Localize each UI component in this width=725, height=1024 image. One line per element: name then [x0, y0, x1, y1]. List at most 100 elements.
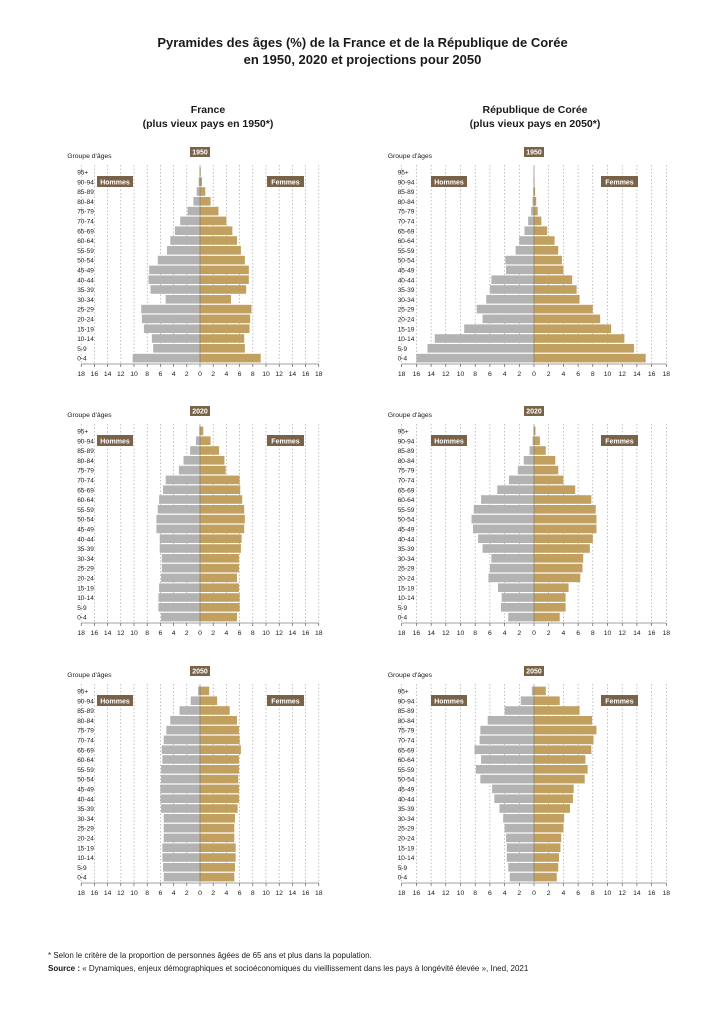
age-group-label: 80-84	[77, 458, 94, 465]
y-axis-title: Groupe d'âges	[67, 672, 112, 679]
age-group-label: 75-79	[77, 468, 94, 475]
x-tick-label: 2	[211, 371, 215, 378]
age-group-label: 90-94	[398, 438, 415, 445]
x-tick-label: 14	[289, 371, 297, 378]
women-bar	[200, 304, 252, 314]
women-bar	[200, 485, 241, 494]
men-bar	[481, 495, 534, 504]
x-tick-label: 6	[238, 890, 242, 897]
age-group-label: 35-39	[398, 287, 415, 294]
women-bar	[200, 475, 240, 485]
women-bar	[534, 534, 593, 543]
age-group-label: 0-4	[77, 615, 87, 622]
x-tick-label: 8	[591, 371, 595, 378]
men-bar	[165, 475, 200, 485]
x-tick-label: 0	[198, 371, 202, 378]
men-bar	[532, 197, 534, 206]
women-bar	[200, 833, 235, 843]
men-bar	[494, 794, 534, 803]
men-bar	[162, 843, 200, 852]
age-group-label: 40-44	[77, 536, 94, 543]
age-group-label: 85-89	[77, 708, 94, 715]
age-group-label: 20-24	[398, 576, 415, 583]
men-bar	[509, 475, 534, 485]
women-bar	[534, 197, 537, 206]
men-bar	[161, 563, 200, 573]
year-badge	[190, 147, 210, 157]
age-group-label: 55-59	[398, 767, 415, 774]
x-tick-label: 4	[503, 371, 507, 378]
women-badge	[601, 435, 638, 446]
age-group-label: 75-79	[77, 209, 94, 216]
age-group-label: 90-94	[77, 438, 94, 445]
age-group-label: 40-44	[77, 796, 94, 803]
age-group-label: 15-19	[398, 845, 415, 852]
men-bar	[505, 255, 534, 265]
age-group-label: 10-14	[77, 336, 94, 343]
x-tick-label: 10	[457, 630, 465, 637]
women-bar	[534, 554, 584, 563]
x-tick-label: 18	[663, 371, 671, 378]
women-badge	[601, 176, 638, 187]
women-bar	[534, 696, 560, 705]
age-group-label: 95+	[77, 170, 88, 177]
men-badge	[97, 435, 133, 446]
men-bar	[476, 304, 534, 314]
women-bar	[534, 285, 577, 294]
age-group-label: 70-74	[77, 738, 94, 745]
age-group-label: 40-44	[398, 796, 415, 803]
x-tick-label: 10	[130, 890, 138, 897]
men-bar	[162, 755, 200, 764]
age-group-label: 20-24	[398, 836, 415, 843]
x-tick-label: 2	[211, 890, 215, 897]
age-group-label: 45-49	[398, 527, 415, 534]
women-bar	[200, 524, 245, 534]
women-bar	[534, 573, 581, 583]
age-group-label: 80-84	[77, 718, 94, 725]
women-bar	[534, 745, 592, 754]
men-bar	[474, 745, 534, 754]
age-group-label: 25-29	[77, 826, 94, 833]
x-tick-label: 18	[398, 371, 406, 378]
women-bar	[534, 246, 559, 255]
men-bar	[531, 686, 534, 696]
x-tick-label: 0	[198, 630, 202, 637]
age-group-label: 65-69	[398, 228, 415, 235]
x-tick-label: 16	[302, 890, 310, 897]
age-group-label: 60-64	[77, 238, 94, 245]
age-group-label: 45-49	[398, 787, 415, 794]
x-tick-label: 2	[547, 890, 551, 897]
women-bar	[534, 603, 566, 612]
men-bar	[486, 295, 534, 304]
age-group-label: 10-14	[398, 595, 415, 602]
age-group-label: 95+	[398, 429, 409, 436]
x-tick-label: 12	[275, 630, 283, 637]
men-bar	[480, 725, 534, 735]
women-bar	[200, 814, 235, 823]
men-bar	[501, 593, 534, 602]
source-line: Source : « Dynamiques, enjeux démographi…	[48, 963, 528, 974]
age-group-label: 90-94	[77, 698, 94, 705]
x-tick-label: 14	[289, 890, 297, 897]
men-bar	[491, 554, 534, 563]
column-subtitle: (plus vieux pays en 1950*)	[142, 118, 274, 130]
x-tick-label: 16	[302, 371, 310, 378]
age-group-label: 35-39	[77, 546, 94, 553]
men-bar	[178, 465, 200, 475]
x-tick-label: 18	[398, 890, 406, 897]
x-tick-label: 14	[633, 630, 641, 637]
men-bar	[148, 275, 200, 284]
x-tick-label: 16	[413, 890, 421, 897]
men-bar	[141, 304, 200, 314]
women-bar	[200, 344, 245, 353]
men-bar	[480, 774, 534, 784]
men-bar	[179, 706, 200, 715]
year-label: 2020	[192, 409, 208, 416]
column-title-france: France (plus vieux pays en 1950*)	[98, 103, 318, 131]
age-group-label: 55-59	[398, 507, 415, 514]
men-bar	[471, 514, 534, 524]
x-tick-label: 12	[618, 630, 626, 637]
women-bar	[200, 823, 235, 833]
men-label: Hommes	[434, 179, 464, 186]
men-bar	[503, 814, 534, 823]
